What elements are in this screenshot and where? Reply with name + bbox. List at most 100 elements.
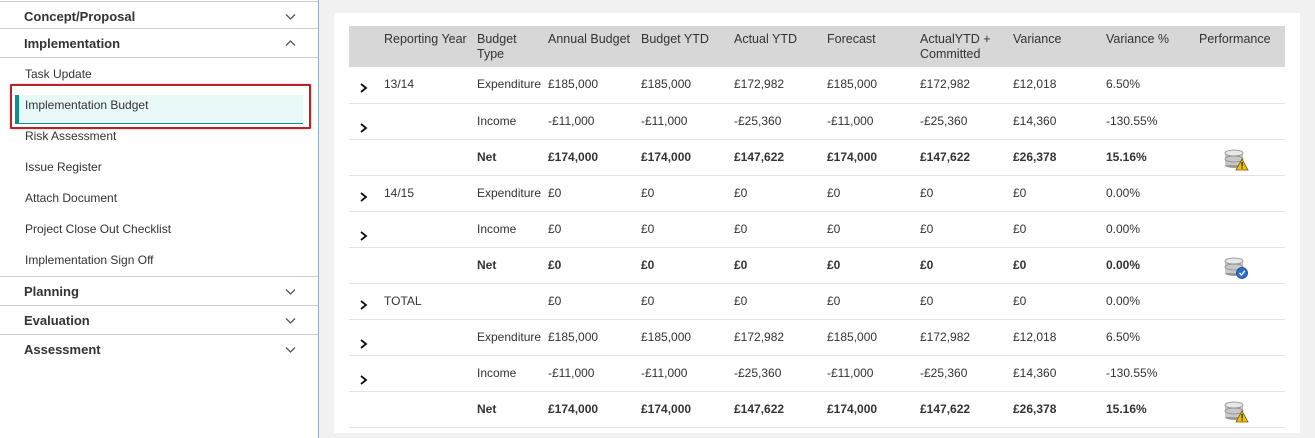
expand-toggle[interactable] [349, 103, 380, 140]
database-warning-icon [1224, 401, 1249, 422]
chevron-down-icon [285, 14, 296, 20]
sidebar-item-implementation-budget[interactable]: Implementation Budget [0, 90, 318, 124]
database-warning-icon [1224, 149, 1249, 170]
table-row: Net £0 £0 £0 £0 £0 £0 0.00% [349, 247, 1285, 284]
expand-toggle[interactable] [349, 67, 380, 104]
table-cell-performance [1195, 139, 1285, 176]
active-item-highlight [15, 95, 303, 124]
table-cell-performance [1195, 355, 1285, 392]
table-cell-performance [1195, 175, 1285, 212]
empty-expand-cell [349, 247, 380, 284]
table-cell-forecast: £0 [823, 283, 916, 320]
expand-toggle[interactable] [349, 211, 380, 248]
table-cell-year [380, 319, 473, 356]
main-content-panel: Reporting Year Budget Type Annual Budget Bu… [334, 13, 1300, 433]
table-cell-type: Net [473, 247, 544, 284]
sidebar-item-label: Risk Assessment [25, 129, 117, 143]
sidebar-item-attach-document[interactable]: Attach Document [0, 183, 318, 214]
table-cell-committed: -£25,360 [916, 103, 1009, 140]
table-cell-type: Net [473, 139, 544, 176]
table-header-row: Reporting Year Budget Type Annual Budget Bu… [349, 26, 1285, 67]
section-label: Planning [24, 284, 79, 299]
chevron-right-icon [360, 191, 368, 202]
chevron-down-icon [285, 318, 296, 324]
sidebar-item-risk-assessment[interactable]: Risk Assessment [0, 121, 318, 152]
table-cell-annual: £174,000 [544, 139, 637, 176]
sidebar-item-implementation-sign-off[interactable]: Implementation Sign Off [0, 245, 318, 276]
column-header: Variance [1013, 32, 1062, 46]
table-cell-variance-pct: 6.50% [1102, 319, 1195, 356]
section-label: Implementation [24, 36, 121, 51]
sidebar-item-label: Attach Document [25, 191, 118, 205]
sidebar-item-task-update[interactable]: Task Update [0, 59, 318, 90]
sidebar-item-issue-register[interactable]: Issue Register [0, 152, 318, 183]
table-cell-performance [1195, 103, 1285, 140]
table-cell-annual: £185,000 [544, 67, 637, 104]
table-cell-forecast: -£11,000 [823, 355, 916, 392]
table-cell-forecast: £174,000 [823, 139, 916, 176]
table-cell-actual: £172,982 [730, 319, 823, 356]
table-cell-forecast: £185,000 [823, 67, 916, 104]
table-cell-committed: £147,622 [916, 139, 1009, 176]
section-concept-proposal[interactable]: Concept/Proposal [0, 1, 318, 29]
table-cell-forecast: £0 [823, 211, 916, 248]
table-row: Net £174,000 £174,000 £147,622 £174,000 £147,… [349, 391, 1285, 428]
table-cell-year [380, 211, 473, 248]
table-cell-variance: £0 [1009, 175, 1102, 212]
table-cell-variance: £0 [1009, 211, 1102, 248]
section-planning[interactable]: Planning [0, 277, 318, 306]
expand-toggle[interactable] [349, 319, 380, 356]
table-cell-actual: £0 [730, 247, 823, 284]
table-cell-variance-pct: 6.50% [1102, 67, 1195, 104]
table-cell-committed: £0 [916, 283, 1009, 320]
sidebar-item-label: Project Close Out Checklist [25, 222, 172, 236]
table-cell-year [380, 139, 473, 176]
table-cell-performance [1195, 319, 1285, 356]
table-cell-forecast: £0 [823, 247, 916, 284]
table-cell-ytd: £185,000 [637, 67, 730, 104]
table-cell-variance-pct: 15.16% [1102, 139, 1195, 176]
table-cell-type: Expenditure [473, 319, 544, 356]
table-cell-performance [1195, 67, 1285, 104]
expand-toggle[interactable] [349, 283, 380, 320]
table-cell-variance-pct: 0.00% [1102, 247, 1195, 284]
table-cell-ytd: £185,000 [637, 319, 730, 356]
table-cell-variance-pct: 0.00% [1102, 211, 1195, 248]
table-cell-ytd: -£11,000 [637, 355, 730, 392]
table-cell-committed: £147,622 [916, 391, 1009, 428]
table-cell-variance-pct: 0.00% [1102, 175, 1195, 212]
section-evaluation[interactable]: Evaluation [0, 306, 318, 335]
section-assessment[interactable]: Assessment [0, 335, 318, 364]
column-header: ActualYTD + Committed [920, 32, 991, 61]
expand-toggle[interactable] [349, 355, 380, 392]
sidebar-nav: Concept/Proposal Implementation Task Upd… [0, 0, 319, 438]
table-row: Income -£11,000 -£11,000 -£25,360 -£11,000 -£… [349, 355, 1285, 392]
chevron-up-icon [285, 40, 296, 46]
table-row: Net £174,000 £174,000 £147,622 £174,000 £147,… [349, 139, 1285, 176]
table-cell-performance [1195, 211, 1285, 248]
table-cell-variance: £26,378 [1009, 139, 1102, 176]
sidebar-item-project-close-out-checklist[interactable]: Project Close Out Checklist [0, 214, 318, 245]
table-cell-annual: £0 [544, 247, 637, 284]
table-cell-committed: £0 [916, 211, 1009, 248]
expand-toggle[interactable] [349, 175, 380, 212]
column-header: Annual Budget [548, 32, 631, 46]
chevron-right-icon [360, 299, 368, 310]
table-cell-annual: £185,000 [544, 319, 637, 356]
table-cell-ytd: £0 [637, 175, 730, 212]
table-cell-ytd: £174,000 [637, 139, 730, 176]
table-cell-forecast: £0 [823, 175, 916, 212]
table-cell-actual: £147,622 [730, 391, 823, 428]
table-cell-committed: £172,982 [916, 67, 1009, 104]
table-row: TOTAL £0 £0 £0 £0 £0 £0 0.00% [349, 283, 1285, 320]
section-implementation[interactable]: Implementation [0, 29, 318, 58]
table-cell-year: TOTAL [380, 283, 473, 320]
table-cell-annual: £0 [544, 211, 637, 248]
table-cell-variance: £14,360 [1009, 355, 1102, 392]
table-cell-year: 14/15 [380, 175, 473, 212]
table-row: 13/14 Expenditure £185,000 £185,000 £172,982… [349, 67, 1285, 104]
column-header: Budget Type [477, 32, 517, 61]
table-cell-type: Net [473, 391, 544, 428]
table-cell-actual: £0 [730, 283, 823, 320]
table-cell-committed: £0 [916, 175, 1009, 212]
